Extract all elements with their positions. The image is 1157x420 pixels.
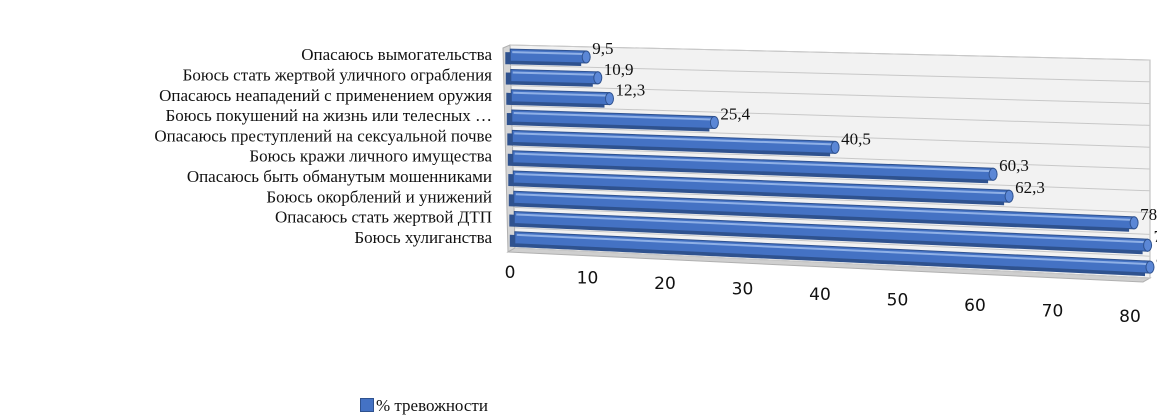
category-label: Опасаюсь стать жертвой ДТП [275,208,492,227]
grid-line [513,186,1151,214]
category-label: Боюсь стать жертвой уличного ограбления [183,66,493,85]
bar-highlight [512,71,596,76]
value-label: 9,5 [592,39,613,58]
grid-line [509,44,1151,61]
bar-highlight [513,91,608,97]
bar-cap [709,116,719,129]
x-tick-label: 80 [1119,307,1141,327]
bar-cap [581,50,591,64]
x-tick-label: 50 [887,291,909,311]
legend-label: % тревожности [376,396,488,415]
x-tick-label: 20 [654,274,676,294]
bar-cap [1129,216,1139,230]
value-label: 12,3 [616,81,646,100]
category-label: Боюсь хулиганства [354,228,492,247]
x-tick-label: 30 [732,280,754,300]
bar-highlight [516,233,1149,266]
category-label: Опасаюсь неападений с применением оружия [159,86,492,105]
x-tick-label: 0 [505,263,516,283]
grid-line [511,105,1151,126]
value-label: 40,5 [841,129,871,148]
grid-line [513,206,1151,235]
bar [509,48,587,64]
bar-cap [593,71,603,85]
grid-line [510,85,1151,105]
x-tick-label: 10 [577,269,599,289]
grid-line [514,247,1151,279]
value-label: 10,9 [604,60,634,79]
value-label: 79,7 [1154,227,1157,246]
bar-highlight [515,172,1008,195]
bar-cap [1143,238,1153,252]
grid-line [512,166,1151,192]
category-label: Опасаюсь вымогательства [301,45,492,64]
bar-highlight [514,132,834,146]
grid-line [510,64,1151,83]
grid-line [512,146,1151,170]
bar-cap [830,140,840,154]
value-label: 62,3 [1015,178,1045,197]
bar-cap [1145,260,1155,274]
value-label: 78 [1140,205,1157,224]
x-tick-label: 60 [964,296,986,316]
bar-highlight [516,213,1146,244]
legend-swatch [360,398,374,412]
bar-cap [988,167,998,181]
value-label: 25,4 [720,105,750,124]
category-label: Боюсь кражи личного имущества [249,147,492,166]
category-label: Опасаюсь преступлений на сексуальной поч… [154,126,492,145]
bar-highlight [512,51,585,56]
bar-highlight [514,152,992,173]
chart-legend: % тревожности [360,396,488,416]
bar [510,68,599,85]
bar-highlight [513,112,713,121]
grid-line [514,227,1151,257]
x-tick-label: 70 [1042,302,1064,322]
x-tick-label: 40 [809,285,831,305]
category-label: Боюсь окорблений и унижений [266,187,492,206]
grid-line [511,125,1151,148]
category-label: Опасаюсь быть обманутым мошенниками [187,167,492,186]
value-label: 60,3 [999,156,1029,175]
bar-cap [1004,189,1014,203]
bar [510,89,610,106]
bar-cap [605,92,614,106]
category-label: Боюсь покушений на жизнь или телесных … [165,106,492,125]
bar-highlight [515,193,1133,221]
